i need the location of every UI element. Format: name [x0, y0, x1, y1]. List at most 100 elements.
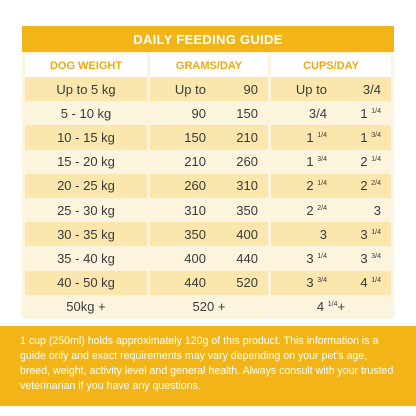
- table-row: 3 3 1/4: [271, 222, 391, 247]
- weight-cell: 15 - 20 kg: [57, 154, 115, 170]
- table-row: 3 1/4 3 3/4: [271, 246, 391, 271]
- cups-min-cell: 1 1/4: [306, 129, 327, 145]
- cups-min-cell: Up to: [295, 81, 327, 97]
- grams-min-cell: Up to: [174, 81, 206, 97]
- weight-cell: 40 - 50 kg: [57, 275, 115, 291]
- table-row: 30 - 35 kg: [25, 222, 147, 247]
- dog-weight-column: DOG WEIGHT Up to 5 kg 5 - 10 kg 10 - 15 kg…: [25, 52, 147, 319]
- dog-weight-header: DOG WEIGHT: [25, 54, 147, 77]
- fraction-superscript: 1/4: [371, 228, 381, 236]
- grams-min-cell: 150: [184, 129, 206, 145]
- grams-min-cell: 400: [184, 250, 206, 266]
- fraction-superscript: 1/4: [371, 107, 381, 115]
- feeding-guide-table: DAILY FEEDING GUIDE DOG WEIGHT Up to 5 k…: [22, 26, 394, 319]
- fraction-superscript: 3/4: [371, 252, 381, 260]
- feeding-note: 1 cup (250ml) holds approximately 120g o…: [0, 326, 416, 406]
- grams-max-cell: 440: [236, 250, 258, 266]
- fraction-superscript: 1/4: [317, 131, 327, 139]
- table-row: 10 - 15 kg: [25, 125, 147, 150]
- grams-min-cell: 350: [184, 226, 206, 242]
- cups-column: CUPS/DAY Up to 3/4 3/4 1 1/4 1 1/4 1 3/4 1 3/4…: [271, 52, 391, 319]
- table-row: 310 350: [150, 197, 268, 223]
- grams-max-cell: 90: [243, 81, 258, 97]
- cups-max-cell: 3: [373, 202, 381, 218]
- grams-header: GRAMS/DAY: [150, 54, 268, 77]
- table-row: 90 150: [150, 101, 268, 126]
- cups-min-cell: 1 3/4: [306, 154, 327, 170]
- fraction-superscript: 1/4: [317, 180, 327, 188]
- grams-cell: 520 +: [192, 299, 226, 315]
- table-row: 3/4 1 1/4: [271, 101, 391, 126]
- table-row: 5 - 10 kg: [25, 101, 147, 126]
- table-row: 2 2/4 3: [271, 197, 391, 223]
- table-row: 3 3/4 4 1/4: [271, 270, 391, 295]
- fraction-superscript: 1/4: [317, 252, 327, 260]
- fraction-superscript: 1/4: [371, 156, 381, 164]
- weight-cell: 30 - 35 kg: [57, 226, 115, 242]
- grams-max-cell: 260: [236, 154, 258, 170]
- table-row: 20 - 25 kg: [25, 173, 147, 198]
- table-row: 2 1/4 2 2/4: [271, 173, 391, 198]
- weight-cell: 50kg +: [66, 299, 106, 315]
- weight-cell: 25 - 30 kg: [57, 202, 115, 218]
- grams-max-cell: 350: [236, 202, 258, 218]
- grams-min-cell: 310: [184, 202, 206, 218]
- table-row: 440 520: [150, 270, 268, 295]
- weight-cell: 35 - 40 kg: [57, 250, 115, 266]
- table-row: 1 1/4 1 3/4: [271, 125, 391, 150]
- table-title: DAILY FEEDING GUIDE: [22, 26, 394, 52]
- weight-cell: 5 - 10 kg: [60, 105, 112, 121]
- table-row: Up to 3/4: [271, 77, 391, 102]
- cups-header: CUPS/DAY: [271, 54, 391, 77]
- cups-min-cell: 3 1/4: [306, 250, 327, 266]
- table-row: 35 - 40 kg: [25, 246, 147, 271]
- fraction-superscript: 3/4: [371, 131, 381, 139]
- table-row: 210 260: [150, 149, 268, 174]
- table-row: Up to 90: [150, 77, 268, 102]
- grams-min-cell: 260: [184, 178, 206, 194]
- weight-cell: 10 - 15 kg: [57, 129, 115, 145]
- fraction-superscript: 3/4: [317, 156, 327, 164]
- table-row: Up to 5 kg: [25, 77, 147, 102]
- weight-cell: Up to 5 kg: [56, 81, 116, 97]
- cups-cell: 4 1/4+: [316, 299, 346, 315]
- table-row: 350 400: [150, 222, 268, 247]
- cups-max-cell: 3 3/4: [360, 250, 381, 266]
- grams-column: GRAMS/DAY Up to 90 90 150 150 210 210 260 260 310…: [150, 52, 268, 319]
- cups-max-cell: 4 1/4: [360, 275, 381, 291]
- cups-max-cell: 1 3/4: [360, 129, 381, 145]
- fraction-superscript: 1/4: [327, 301, 338, 309]
- grams-max-cell: 520: [236, 275, 258, 291]
- table-row: 260 310: [150, 173, 268, 198]
- cups-min-cell: 2 2/4: [306, 202, 327, 218]
- fraction-superscript: 2/4: [317, 204, 327, 212]
- cups-max-cell: 2 1/4: [360, 154, 381, 170]
- cups-min-cell: 3 3/4: [306, 275, 327, 291]
- cups-max-cell: 2 2/4: [360, 178, 381, 194]
- grams-max-cell: 210: [236, 129, 258, 145]
- grams-max-cell: 150: [236, 105, 258, 121]
- table-row: 40 - 50 kg: [25, 270, 147, 295]
- grams-min-cell: 90: [191, 105, 206, 121]
- grams-max-cell: 310: [236, 178, 258, 194]
- fraction-superscript: 2/4: [371, 180, 381, 188]
- weight-cell: 20 - 25 kg: [57, 178, 115, 194]
- grams-min-cell: 210: [184, 154, 206, 170]
- table-row: 400 440: [150, 246, 268, 271]
- grams-max-cell: 400: [236, 226, 258, 242]
- cups-max-cell: 3 1/4: [360, 226, 381, 242]
- table-row: 4 1/4+: [271, 294, 391, 319]
- table-row: 520 +: [150, 294, 268, 319]
- grams-min-cell: 440: [184, 275, 206, 291]
- fraction-superscript: 1/4: [371, 277, 381, 285]
- cups-min-cell: 2 1/4: [306, 178, 327, 194]
- table-row: 50kg +: [25, 294, 147, 319]
- cups-suffix: +: [337, 299, 346, 315]
- table-row: 1 3/4 2 1/4: [271, 149, 391, 174]
- cups-min-cell: 3: [319, 226, 327, 242]
- cups-min-cell: 3/4: [308, 105, 327, 121]
- table-row: 25 - 30 kg: [25, 197, 147, 223]
- cups-max-cell: 1 1/4: [360, 105, 381, 121]
- fraction-superscript: 3/4: [317, 277, 327, 285]
- cups-max-cell: 3/4: [362, 81, 381, 97]
